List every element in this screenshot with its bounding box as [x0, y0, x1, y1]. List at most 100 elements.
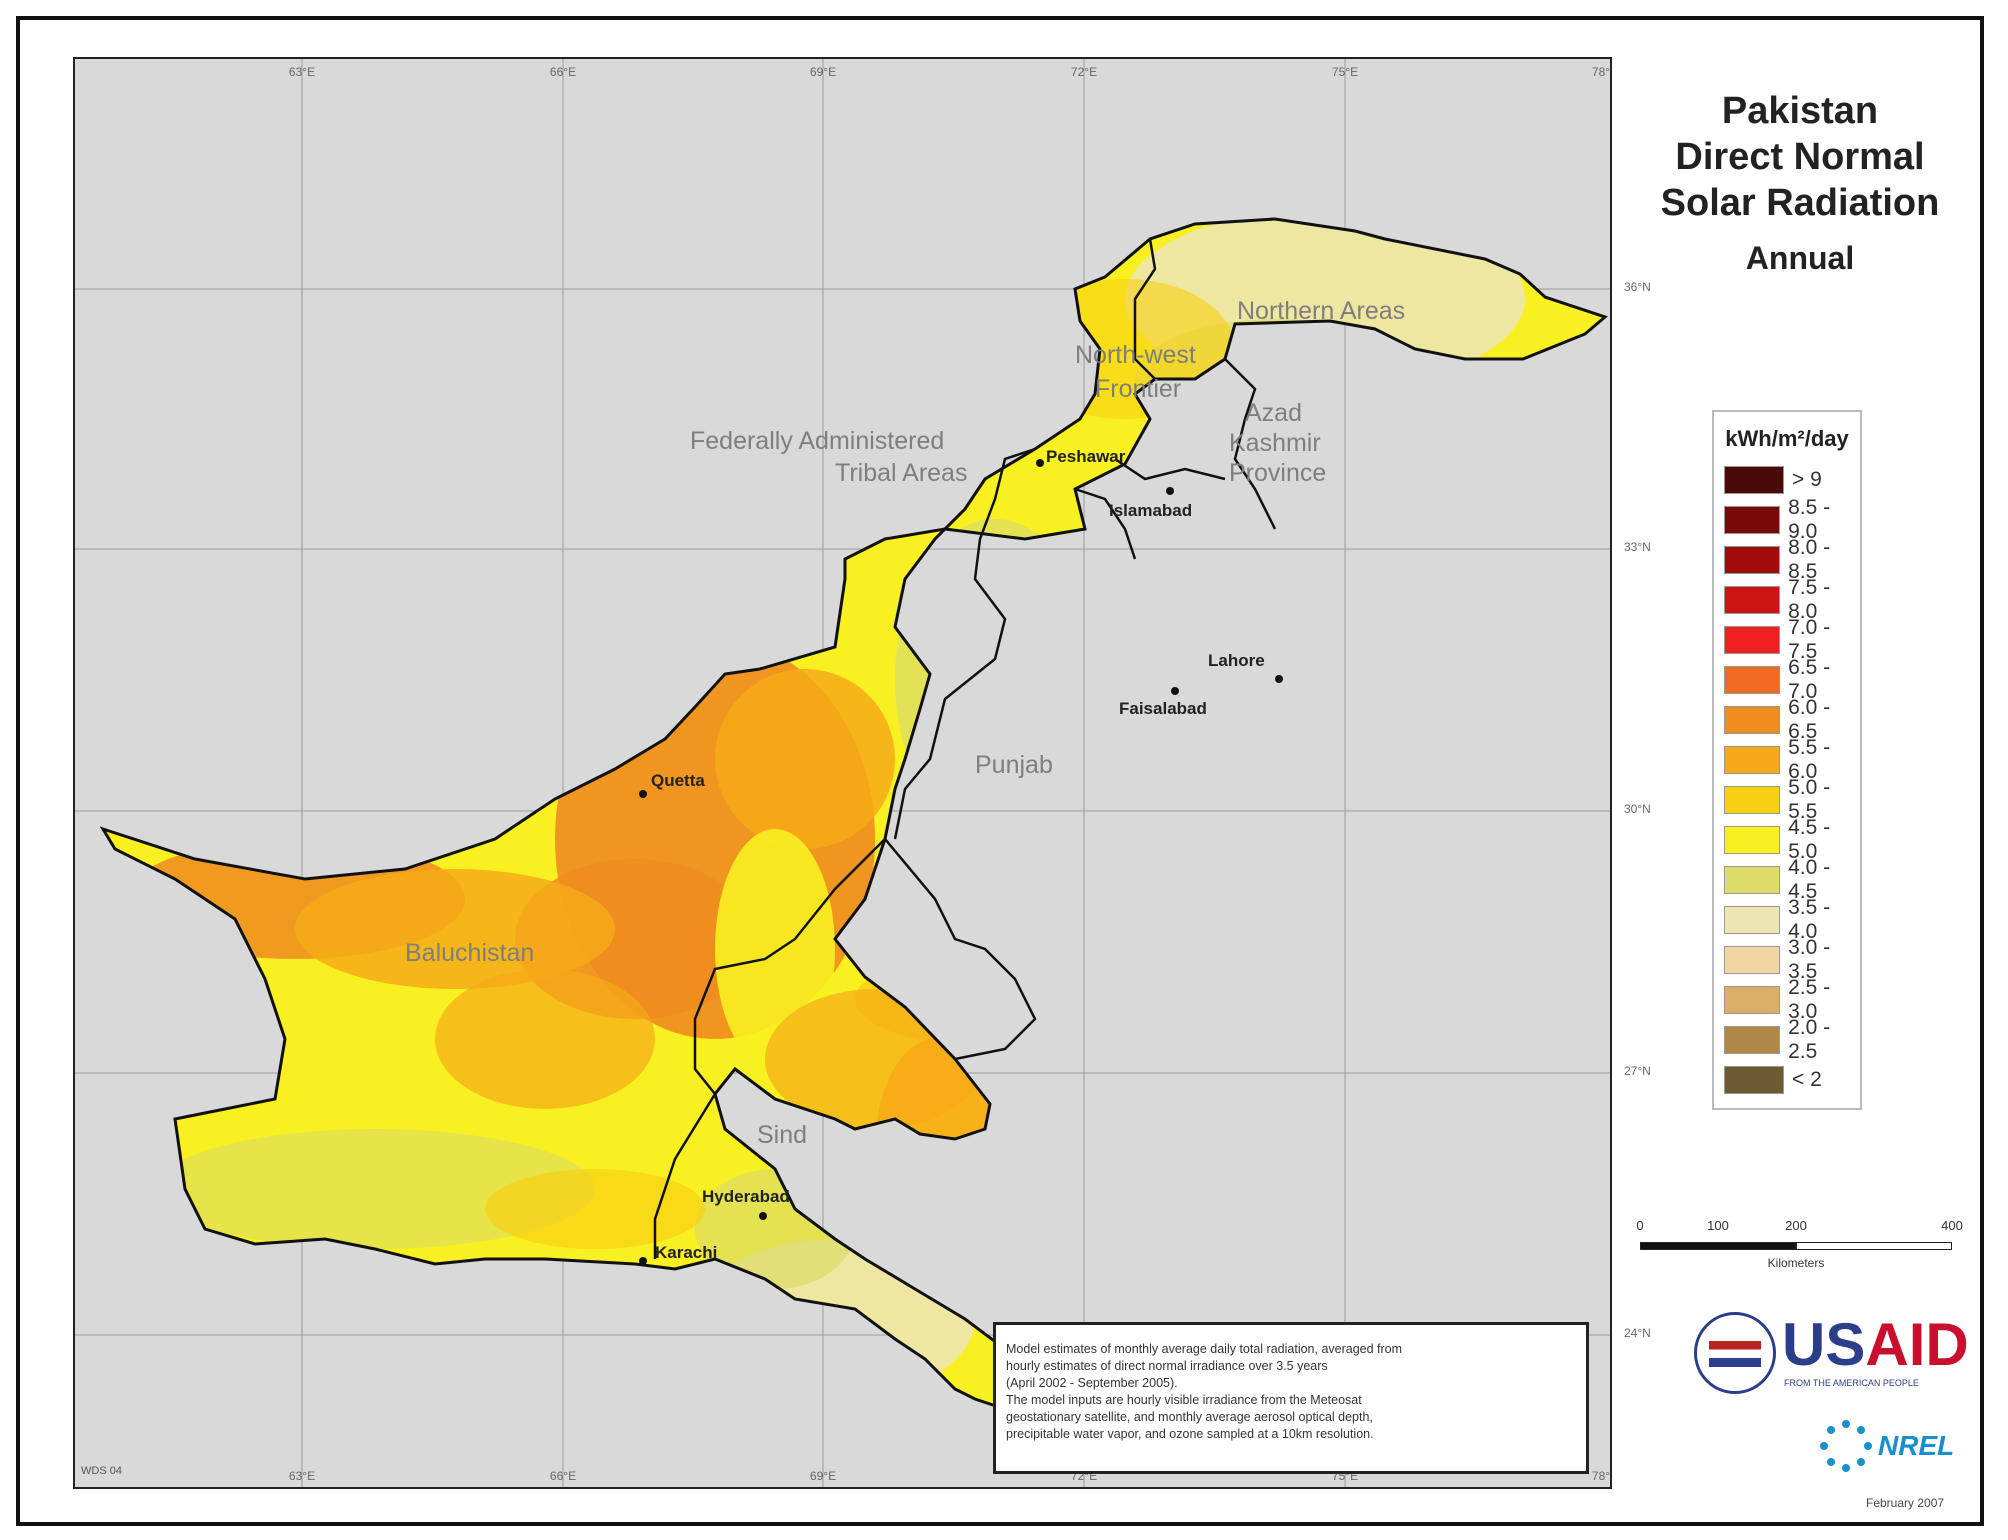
region-label-sind: Sind: [757, 1121, 808, 1149]
legend-label: 8.0 - 8.5: [1788, 536, 1831, 583]
legend-rows: > 9 8.5 - 9.0 8.0 - 8.5 7.5 - 8.0 7.0 - 7.5 6…: [1714, 460, 1860, 1100]
legend-swatch: [1724, 586, 1781, 614]
legend-item: 7.0 - 7.5: [1724, 616, 1860, 663]
latitude-tick-right-5: 24°N: [1624, 1326, 1651, 1340]
legend-label: 3.5 - 4.0: [1788, 896, 1831, 943]
legend-item: 4.0 - 4.5: [1724, 856, 1860, 903]
usaid-tagline: FROM THE AMERICAN PEOPLE: [1784, 1378, 1919, 1388]
region-label-fata-line1: Federally Administered: [690, 427, 945, 455]
legend-swatch: [1724, 706, 1781, 734]
city-label-karachi: Karachi: [655, 1243, 718, 1262]
scale-bar: 0 100 200 400 Kilometers: [1636, 1218, 1962, 1288]
longitude-tick-top-4: 72°E: [1070, 65, 1098, 79]
legend-item: > 9: [1724, 460, 1860, 500]
map-area: 63°E 66°E 69°E 72°E 75°E 78°E 63°E 66°E …: [73, 57, 1612, 1489]
longitude-tick-bottom-2: 66°E: [549, 1469, 577, 1483]
city-marker-hyderabad: [759, 1212, 767, 1220]
legend-item: 3.5 - 4.0: [1724, 896, 1860, 943]
nrel-sun-icon: [1820, 1420, 1872, 1472]
region-label-punjab: Punjab: [975, 751, 1053, 779]
note-line-3: (April 2002 - September 2005).: [1006, 1376, 1178, 1390]
legend-swatch: [1724, 466, 1784, 494]
nrel-wordmark: NREL: [1878, 1430, 1955, 1461]
scale-tick-400: 400: [1941, 1218, 1963, 1233]
legend-item: 8.5 - 9.0: [1724, 496, 1860, 543]
longitude-tick-bottom-3: 69°E: [809, 1469, 837, 1483]
legend-item: 2.0 - 2.5: [1724, 1016, 1860, 1063]
map-id: WDS 04: [81, 1465, 122, 1477]
note-line-6: precipitable water vapor, and ozone samp…: [1006, 1427, 1374, 1441]
note-line-2: hourly estimates of direct normal irradi…: [1006, 1359, 1328, 1373]
legend-swatch: [1724, 666, 1781, 694]
legend-label: 5.0 - 5.5: [1788, 776, 1831, 823]
legend-label: 4.0 - 4.5: [1788, 856, 1831, 903]
legend-label: 2.0 - 2.5: [1788, 1016, 1831, 1063]
legend: kWh/m²/day > 9 8.5 - 9.0 8.0 - 8.5 7.5 - 8.…: [1712, 410, 1862, 1110]
city-label-hyderabad: Hyderabad: [702, 1187, 790, 1206]
legend-swatch: [1724, 986, 1781, 1014]
longitude-tick-top-6: 78°E: [1591, 65, 1611, 79]
legend-swatch: [1724, 506, 1781, 534]
usaid-seal-icon: [1694, 1312, 1776, 1394]
city-label-quetta: Quetta: [651, 771, 705, 790]
city-label-lahore: Lahore: [1208, 651, 1265, 670]
legend-item: 3.0 - 3.5: [1724, 936, 1860, 983]
region-label-azad-line3: Province: [1229, 459, 1327, 487]
legend-swatch: [1724, 1026, 1781, 1054]
legend-item: 6.0 - 6.5: [1724, 696, 1860, 743]
usaid-aid: AID: [1865, 1311, 1969, 1378]
legend-item: 2.5 - 3.0: [1724, 976, 1860, 1023]
city-label-faisalabad: Faisalabad: [1119, 699, 1207, 718]
region-label-fata-line2: Tribal Areas: [835, 459, 968, 487]
city-marker-lahore: [1275, 675, 1283, 683]
region-label-baluchistan: Baluchistan: [405, 939, 535, 967]
legend-swatch: [1724, 906, 1781, 934]
province-boundaries: [653, 238, 1277, 1259]
map-date: February 2007: [1866, 1496, 1945, 1510]
region-label-azad-line2: Kashmir: [1229, 429, 1321, 457]
scale-segment-light: [1796, 1242, 1952, 1250]
legend-item: 4.5 - 5.0: [1724, 816, 1860, 863]
legend-label: 2.5 - 3.0: [1788, 976, 1831, 1023]
city-label-peshawar: Peshawar: [1046, 447, 1126, 466]
legend-swatch: [1724, 946, 1781, 974]
map-subtitle: Annual: [1745, 240, 1855, 276]
longitude-tick-bottom-6: 78°E: [1591, 1469, 1611, 1483]
legend-swatch: [1724, 786, 1781, 814]
legend-label: 8.5 - 9.0: [1788, 496, 1831, 543]
scale-tick-100: 100: [1707, 1218, 1729, 1233]
usaid-us: US: [1782, 1311, 1866, 1378]
legend-item: 5.5 - 6.0: [1724, 736, 1860, 783]
legend-item: 7.5 - 8.0: [1724, 576, 1860, 623]
city-marker-peshawar: [1036, 459, 1044, 467]
legend-label: 6.0 - 6.5: [1788, 696, 1831, 743]
latitude-tick-right-3: 30°N: [1624, 802, 1651, 816]
legend-label: 7.5 - 8.0: [1788, 576, 1831, 623]
city-label-islamabad: Islamabad: [1109, 501, 1193, 520]
map-title: Pakistan Direct Normal Solar Radiation A…: [1630, 88, 1970, 277]
legend-swatch: [1724, 866, 1781, 894]
title-line-3: Solar Radiation: [1660, 182, 1940, 224]
legend-swatch: [1724, 546, 1781, 574]
city-marker-karachi: [639, 1257, 647, 1265]
legend-label: 6.5 - 7.0: [1788, 656, 1831, 703]
title-line-2: Direct Normal: [1675, 136, 1925, 178]
map-canvas: [75, 59, 1610, 1487]
city-marker-islamabad: [1166, 487, 1174, 495]
usaid-wordmark: USAID: [1782, 1312, 1969, 1378]
longitude-tick-top-3: 69°E: [809, 65, 837, 79]
legend-label: 3.0 - 3.5: [1788, 936, 1831, 983]
legend-label: 5.5 - 6.0: [1788, 736, 1831, 783]
legend-item: 8.0 - 8.5: [1724, 536, 1860, 583]
legend-label: < 2: [1792, 1068, 1822, 1091]
note-line-1: Model estimates of monthly average daily…: [1006, 1342, 1403, 1356]
scale-tick-200: 200: [1785, 1218, 1807, 1233]
usaid-logo: USAID FROM THE AMERICAN PEOPLE: [1694, 1312, 1969, 1402]
longitude-tick-top-1: 63°E: [288, 65, 316, 79]
scale-unit: Kilometers: [1767, 1256, 1825, 1270]
radiation-fill: [103, 219, 1605, 1409]
scale-tick-0: 0: [1636, 1218, 1644, 1233]
legend-item: 6.5 - 7.0: [1724, 656, 1860, 703]
legend-item: 5.0 - 5.5: [1724, 776, 1860, 823]
scale-segment-dark: [1640, 1242, 1796, 1250]
